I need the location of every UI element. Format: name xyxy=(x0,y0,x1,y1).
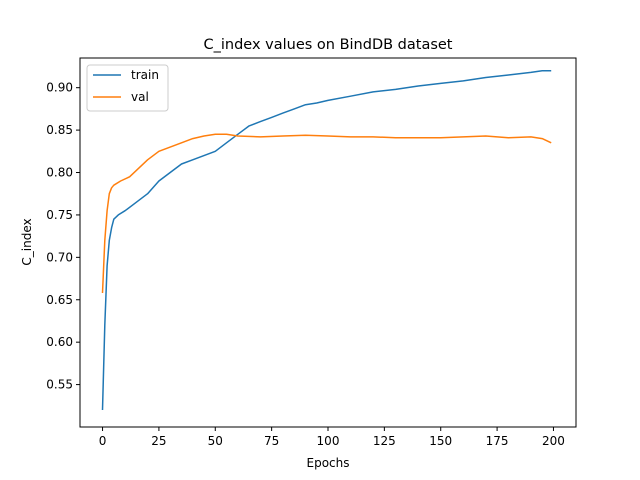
x-axis: 0 25 50 75 100 125 150 175 200 xyxy=(99,427,565,448)
y-tick-label: 0.75 xyxy=(46,208,73,222)
x-tick-label: 75 xyxy=(264,434,279,448)
legend-label-val: val xyxy=(131,90,149,104)
y-tick-label: 0.80 xyxy=(46,166,73,180)
x-tick-label: 50 xyxy=(208,434,223,448)
y-tick-label: 0.60 xyxy=(46,335,73,349)
series-line-val xyxy=(101,133,552,294)
x-tick-label: 200 xyxy=(542,434,565,448)
y-tick-label: 0.55 xyxy=(46,378,73,392)
legend-box xyxy=(86,64,169,112)
x-tick-label: 25 xyxy=(151,434,166,448)
x-tick-label: 0 xyxy=(99,434,107,448)
y-tick-label: 0.65 xyxy=(46,293,73,307)
chart-title: C_index values on BindDB dataset xyxy=(203,37,452,53)
legend: train val xyxy=(86,64,169,112)
x-tick-label: 100 xyxy=(317,434,340,448)
series-layer xyxy=(101,69,552,411)
series-line-train xyxy=(101,69,552,411)
y-axis: 0.55 0.60 0.65 0.70 0.75 0.80 0.85 0.90 xyxy=(46,81,80,392)
x-axis-label: Epochs xyxy=(307,456,350,470)
y-tick-label: 0.90 xyxy=(46,81,73,95)
x-tick-label: 150 xyxy=(429,434,452,448)
x-tick-label: 175 xyxy=(486,434,509,448)
y-tick-label: 0.70 xyxy=(46,250,73,264)
y-axis-label: C_index xyxy=(20,218,34,265)
y-tick-label: 0.85 xyxy=(46,123,73,137)
legend-label-train: train xyxy=(131,68,159,82)
x-tick-label: 125 xyxy=(373,434,396,448)
